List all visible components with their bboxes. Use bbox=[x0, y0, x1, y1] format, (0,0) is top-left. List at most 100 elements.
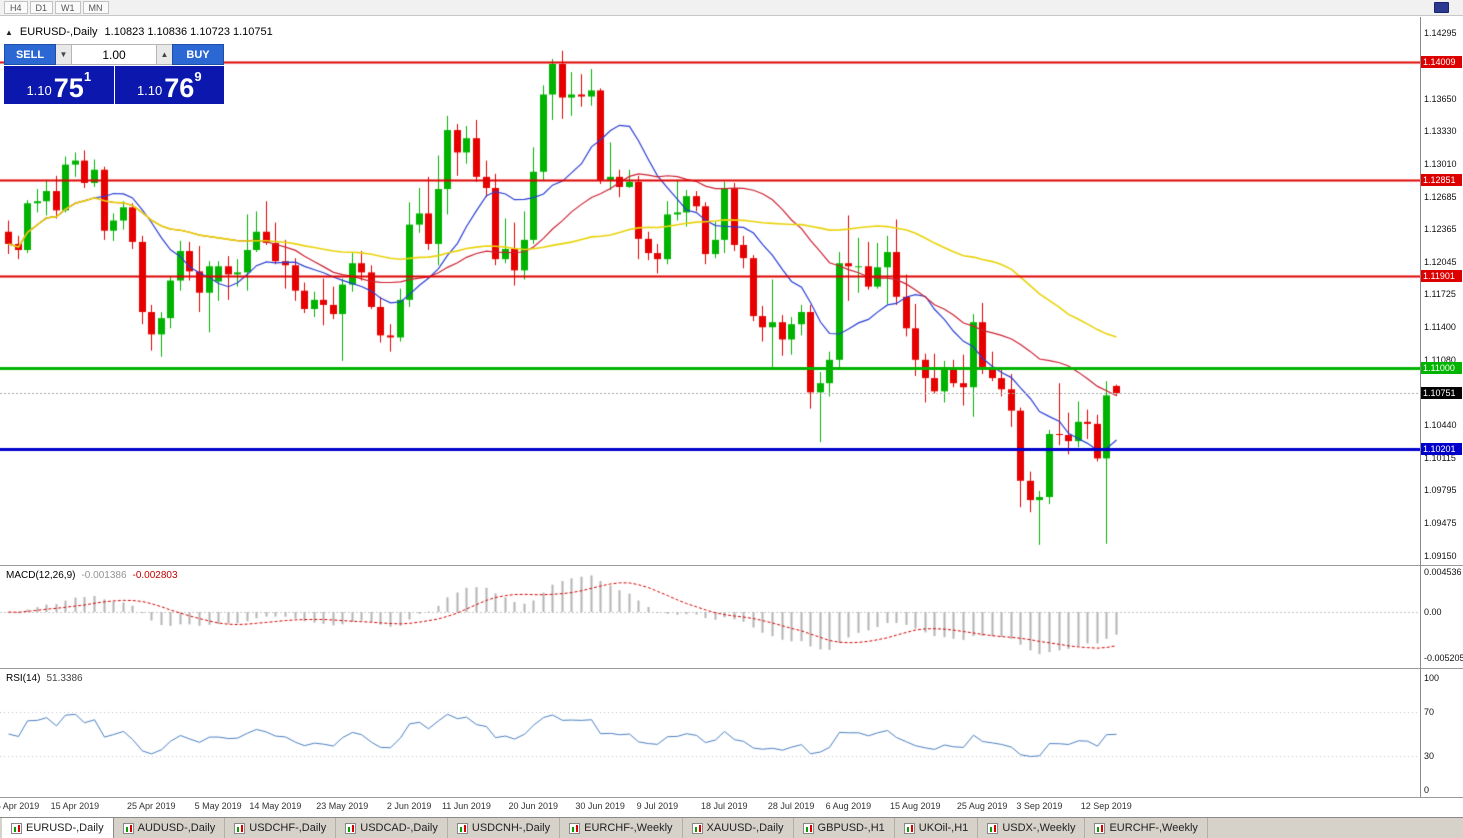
date-axis-label: 11 Jun 2019 bbox=[441, 801, 491, 811]
chart-tab-label: USDX-,Weekly bbox=[1002, 822, 1076, 834]
rsi-indicator-canvas[interactable] bbox=[0, 669, 1420, 797]
chart-tab[interactable]: USDCNH-,Daily bbox=[448, 818, 561, 838]
rsi-axis-tick: 30 bbox=[1424, 751, 1435, 762]
timeframe-button-h4[interactable]: H4 bbox=[4, 1, 28, 14]
price-axis-tick: 1.13010 bbox=[1424, 158, 1457, 169]
sell-price-sup: 1 bbox=[83, 69, 92, 84]
chart-tab[interactable]: AUDUSD-,Daily bbox=[114, 818, 226, 838]
volume-decrease-button[interactable]: ▼ bbox=[56, 44, 71, 65]
date-axis-label: 20 Jun 2019 bbox=[508, 801, 559, 811]
date-axis[interactable]: 5 Apr 2019 15 Apr 2019 25 Apr 2019 5 May 20… bbox=[0, 799, 1420, 815]
price-axis-tick: 1.12045 bbox=[1424, 256, 1457, 267]
date-axis-label: 3 Sep 2019 bbox=[1016, 801, 1063, 811]
buy-price-base: 1.10 bbox=[136, 83, 163, 98]
date-axis-label: 14 May 2019 bbox=[249, 801, 302, 811]
volume-increase-button[interactable]: ▲ bbox=[157, 44, 172, 65]
chart-tab[interactable]: UKOil-,H1 bbox=[895, 818, 979, 838]
chart-ohlc-values: 1.10823 1.10836 1.10723 1.10751 bbox=[104, 26, 273, 38]
date-axis-label: 15 Aug 2019 bbox=[889, 801, 941, 811]
buy-price-big: 76 bbox=[164, 73, 195, 103]
panel-divider[interactable] bbox=[0, 668, 1463, 669]
date-axis-label: 5 May 2019 bbox=[194, 801, 242, 811]
date-axis-label: 9 Jul 2019 bbox=[636, 801, 679, 811]
chart-tab[interactable]: EURUSD-,Daily bbox=[2, 818, 114, 838]
chart-tab-label: EURUSD-,Daily bbox=[26, 822, 104, 834]
date-axis-label: 12 Sep 2019 bbox=[1080, 801, 1132, 811]
timeframe-button-w1[interactable]: W1 bbox=[55, 1, 81, 14]
date-axis-label: 28 Jul 2019 bbox=[767, 801, 815, 811]
sell-price-display[interactable]: 1.10 75 1 bbox=[4, 66, 114, 104]
macd-axis-tick: -0.005205 bbox=[1424, 653, 1463, 663]
rsi-name: RSI(14) bbox=[6, 673, 41, 684]
panel-divider[interactable] bbox=[0, 565, 1463, 566]
sell-price-big: 75 bbox=[53, 73, 84, 103]
timeframe-buttons: H4 D1 W1 MN bbox=[4, 1, 109, 14]
chart-tab-icon bbox=[987, 822, 999, 834]
chart-tab[interactable]: USDX-,Weekly bbox=[978, 818, 1086, 838]
chart-header: ▲ EURUSD-,Daily 1.10823 1.10836 1.10723 … bbox=[5, 26, 273, 38]
price-axis-tick: 1.14295 bbox=[1424, 28, 1457, 38]
rsi-axis-tick: 0 bbox=[1424, 785, 1430, 795]
macd-axis-tick: 0.004536 bbox=[1424, 567, 1462, 577]
chart-tab-icon bbox=[691, 822, 703, 834]
price-axis-tick: 1.10440 bbox=[1424, 419, 1457, 430]
date-axis-label: 6 Aug 2019 bbox=[825, 801, 872, 811]
window-controls-icon[interactable] bbox=[1434, 2, 1449, 13]
macd-indicator-canvas[interactable] bbox=[0, 566, 1420, 668]
sell-button[interactable]: SELL bbox=[4, 44, 56, 65]
buy-price-sup: 9 bbox=[194, 69, 202, 84]
chart-tab-label: AUDUSD-,Daily bbox=[137, 822, 216, 834]
chart-tab[interactable]: XAUUSD-,Daily bbox=[683, 818, 794, 838]
timeframe-button-mn[interactable]: MN bbox=[82, 1, 109, 14]
chart-tab-icon bbox=[11, 822, 22, 834]
macd-label: MACD(12,26,9) -0.001386 -0.002803 bbox=[6, 570, 178, 581]
chart-tab-icon bbox=[802, 822, 814, 834]
timeframe-button-d1[interactable]: D1 bbox=[29, 1, 54, 14]
price-axis-tick: 1.13650 bbox=[1424, 93, 1457, 104]
chart-tab[interactable]: USDCHF-,Daily bbox=[225, 818, 337, 838]
chart-tab[interactable]: GBPUSD-,H1 bbox=[794, 818, 895, 838]
price-axis-tick: 1.12365 bbox=[1424, 224, 1457, 235]
price-axis[interactable]: 1.14295 1.13650 1.13330 1.13010 1.12685 1.123… bbox=[1421, 17, 1463, 797]
chart-tab[interactable]: EURCHF-,Weekly bbox=[1085, 818, 1208, 838]
chart-tab-icon bbox=[1094, 822, 1106, 834]
price-axis-tick: 1.09795 bbox=[1424, 485, 1457, 496]
price-axis-tick: 1.11725 bbox=[1424, 289, 1456, 300]
date-axis-label: 25 Aug 2019 bbox=[956, 801, 1008, 811]
macd-main-value: -0.001386 bbox=[81, 570, 127, 581]
chart-tab-icon bbox=[122, 822, 134, 834]
chart-tab-icon bbox=[345, 822, 357, 834]
rsi-axis-tick: 70 bbox=[1424, 706, 1435, 717]
date-axis-label: 5 Apr 2019 bbox=[0, 801, 40, 811]
price-level-badge: 1.14009 bbox=[1421, 56, 1462, 69]
buy-price-display[interactable]: 1.10 76 9 bbox=[114, 66, 224, 104]
chart-tab-label: XAUUSD-,Daily bbox=[706, 822, 784, 834]
collapse-trade-panel-icon[interactable]: ▲ bbox=[5, 27, 13, 37]
chart-tab-icon bbox=[903, 822, 915, 834]
date-axis-label: 23 May 2019 bbox=[316, 801, 369, 811]
main-chart-canvas[interactable] bbox=[0, 17, 1420, 565]
chart-tabs-bar: EURUSD-,Daily AUDUSD-,Daily USDCHF-,Daily U… bbox=[0, 817, 1463, 838]
chart-tab-icon bbox=[456, 822, 468, 834]
chart-tab-label: USDCAD-,Daily bbox=[360, 822, 438, 834]
sell-price-base: 1.10 bbox=[26, 83, 52, 98]
macd-name: MACD(12,26,9) bbox=[6, 570, 76, 581]
rsi-label: RSI(14) 51.3386 bbox=[6, 673, 83, 684]
price-axis-tick: 1.13330 bbox=[1424, 126, 1457, 137]
price-axis-tick: 1.11400 bbox=[1424, 322, 1456, 333]
timeframe-toolbar: H4 D1 W1 MN bbox=[0, 0, 1463, 16]
chart-tab-label: GBPUSD-,H1 bbox=[817, 822, 885, 834]
price-level-badge: 1.11901 bbox=[1421, 270, 1462, 283]
chart-tab[interactable]: EURCHF-,Weekly bbox=[560, 818, 683, 838]
date-axis-label: 2 Jun 2019 bbox=[386, 801, 432, 811]
volume-input[interactable] bbox=[71, 44, 157, 65]
price-axis-tick: 1.10115 bbox=[1424, 452, 1456, 463]
macd-signal-value: -0.002803 bbox=[132, 570, 178, 581]
chart-tab[interactable]: USDCAD-,Daily bbox=[336, 818, 448, 838]
buy-button[interactable]: BUY bbox=[172, 44, 224, 65]
axis-separator bbox=[1420, 17, 1421, 797]
chart-tab-label: UKOil-,H1 bbox=[918, 822, 969, 834]
date-axis-label: 25 Apr 2019 bbox=[126, 801, 176, 811]
